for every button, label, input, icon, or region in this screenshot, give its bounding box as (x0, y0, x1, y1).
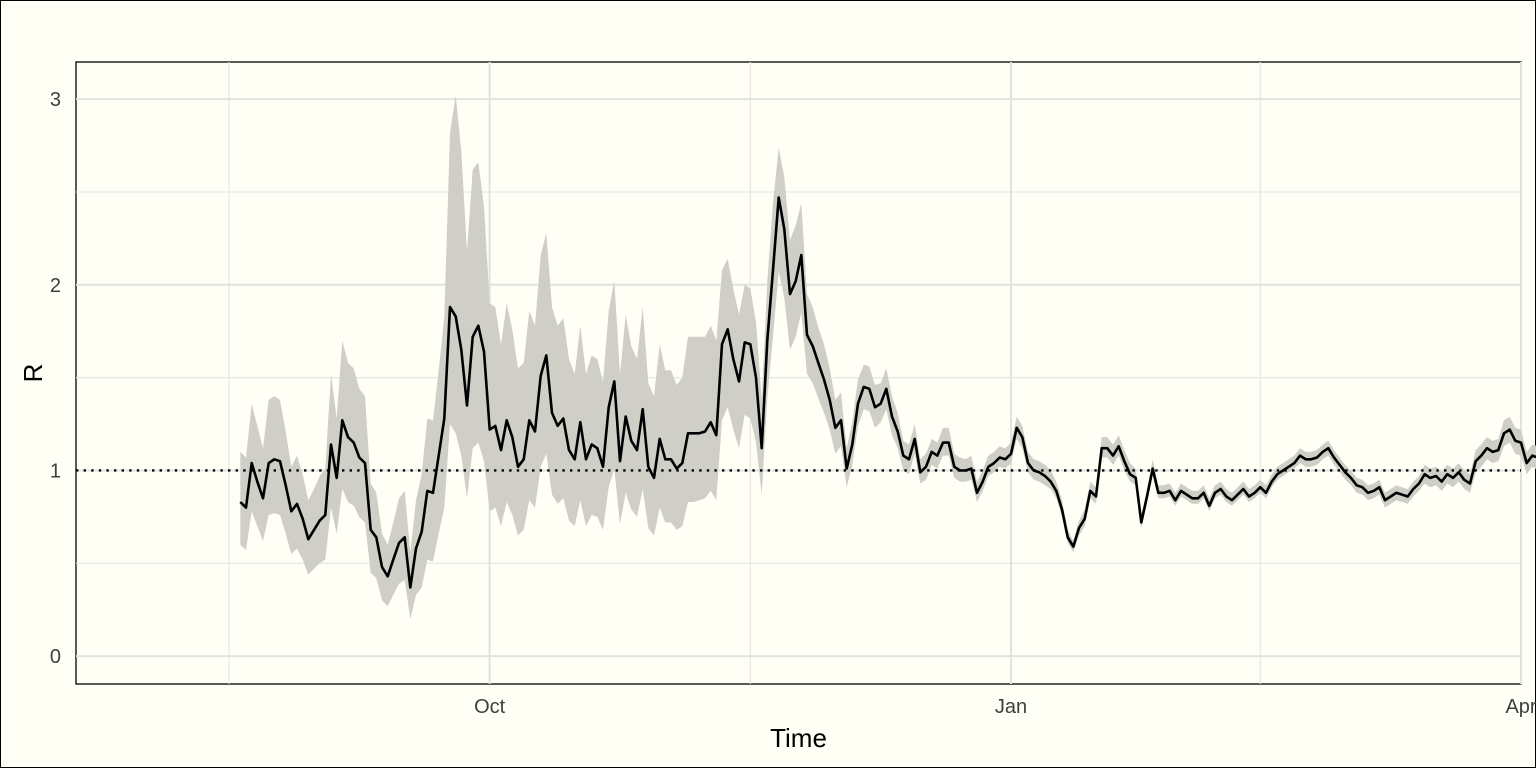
r-estimate-line (239, 196, 1536, 589)
x-axis-ticks: Oct Jan Apr (474, 696, 1536, 718)
y-tick-label: 2 (50, 275, 61, 297)
x-tick-label: Oct (474, 696, 506, 718)
x-tick-label: Jan (995, 696, 1027, 718)
y-axis-title: R (18, 364, 48, 383)
plot-panel (75, 61, 1522, 685)
x-tick-label: Apr (1505, 696, 1536, 718)
confidence-ribbon (240, 95, 1536, 619)
y-tick-label: 1 (50, 460, 61, 482)
y-axis-ticks: 0 1 2 3 (50, 89, 61, 668)
y-tick-label: 3 (50, 89, 61, 111)
x-axis-title: Time (770, 723, 827, 753)
y-tick-label: 0 (50, 646, 61, 668)
